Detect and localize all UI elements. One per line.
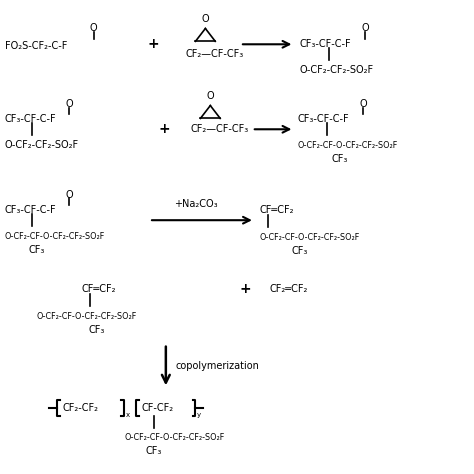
Text: CF═CF₂: CF═CF₂ bbox=[260, 205, 294, 215]
Text: O-CF₂-CF-O-CF₂-CF₂-SO₂F: O-CF₂-CF-O-CF₂-CF₂-SO₂F bbox=[36, 311, 137, 320]
Text: O-CF₂-CF-O-CF₂-CF₂-SO₂F: O-CF₂-CF-O-CF₂-CF₂-SO₂F bbox=[297, 141, 398, 150]
Text: O-CF₂-CF₂-SO₂F: O-CF₂-CF₂-SO₂F bbox=[299, 65, 374, 75]
Text: y: y bbox=[197, 412, 201, 418]
Text: CF₃-CF-C-F: CF₃-CF-C-F bbox=[5, 205, 56, 215]
Text: copolymerization: copolymerization bbox=[176, 362, 260, 372]
Text: O: O bbox=[207, 91, 214, 100]
Text: CF-CF₂: CF-CF₂ bbox=[141, 403, 173, 413]
Text: O: O bbox=[65, 190, 73, 200]
Text: x: x bbox=[125, 412, 129, 418]
Text: +: + bbox=[147, 37, 159, 51]
Text: CF₃-CF-C-F: CF₃-CF-C-F bbox=[299, 39, 351, 49]
Text: O: O bbox=[362, 24, 369, 34]
Text: O-CF₂-CF-O-CF₂-CF₂-SO₂F: O-CF₂-CF-O-CF₂-CF₂-SO₂F bbox=[260, 233, 360, 241]
Text: CF₂—CF-CF₃: CF₂—CF-CF₃ bbox=[186, 49, 244, 59]
Text: O: O bbox=[360, 99, 367, 109]
Text: CF₃: CF₃ bbox=[28, 245, 45, 255]
Text: O-CF₂-CF₂-SO₂F: O-CF₂-CF₂-SO₂F bbox=[5, 140, 79, 150]
Text: CF₃-CF-C-F: CF₃-CF-C-F bbox=[5, 114, 56, 124]
Text: +Na₂CO₃: +Na₂CO₃ bbox=[173, 200, 217, 210]
Text: CF₃: CF₃ bbox=[291, 246, 308, 256]
Text: O: O bbox=[90, 24, 98, 34]
Text: +: + bbox=[239, 283, 251, 296]
Text: +: + bbox=[158, 122, 170, 137]
Text: CF₃: CF₃ bbox=[146, 447, 162, 456]
Text: CF₃: CF₃ bbox=[332, 154, 348, 164]
Text: CF₂-CF₂: CF₂-CF₂ bbox=[62, 403, 98, 413]
Text: O-CF₂-CF-O-CF₂-CF₂-SO₂F: O-CF₂-CF-O-CF₂-CF₂-SO₂F bbox=[5, 231, 105, 240]
Text: FO₂S-CF₂-C-F: FO₂S-CF₂-C-F bbox=[5, 41, 67, 51]
Text: CF₃-CF-C-F: CF₃-CF-C-F bbox=[297, 114, 349, 124]
Text: CF₃: CF₃ bbox=[89, 325, 105, 335]
Text: CF₂═CF₂: CF₂═CF₂ bbox=[270, 284, 308, 294]
Text: O: O bbox=[65, 99, 73, 109]
Text: O: O bbox=[201, 14, 209, 24]
Text: CF₂—CF-CF₃: CF₂—CF-CF₃ bbox=[191, 124, 249, 134]
Text: CF═CF₂: CF═CF₂ bbox=[82, 284, 116, 294]
Text: O-CF₂-CF-O-CF₂-CF₂-SO₂F: O-CF₂-CF-O-CF₂-CF₂-SO₂F bbox=[124, 433, 225, 442]
